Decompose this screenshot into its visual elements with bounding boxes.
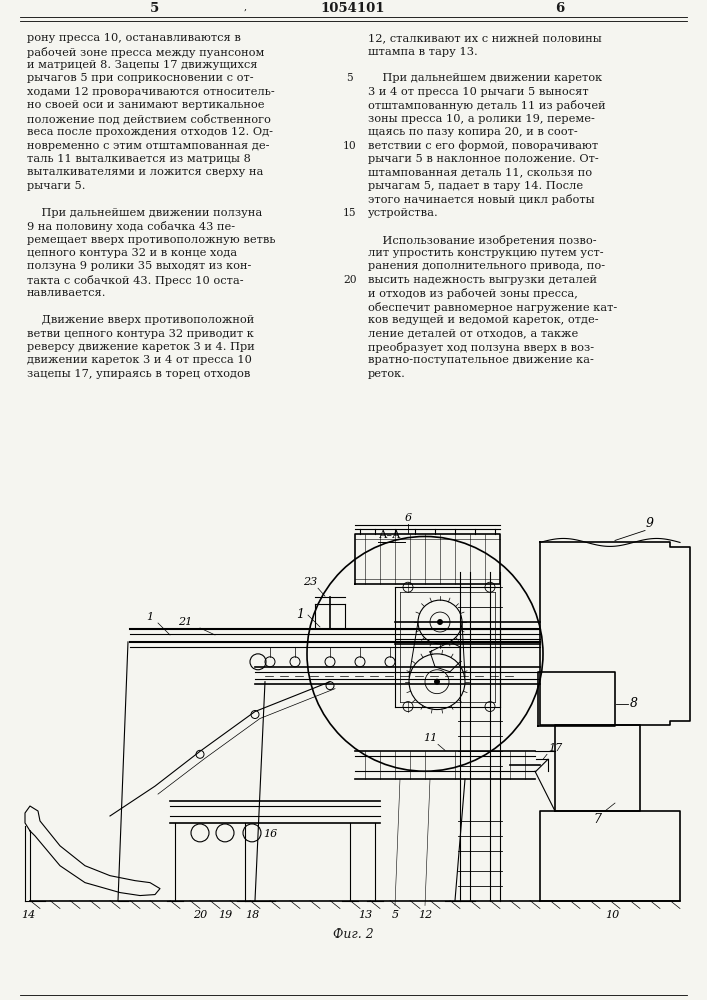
Text: 7: 7: [593, 813, 601, 826]
Text: 23: 23: [303, 577, 317, 587]
Text: 5: 5: [392, 910, 399, 920]
Text: Движение вверх противоположной: Движение вверх противоположной: [27, 315, 255, 325]
Text: движении кареток 3 и 4 от пресса 10: движении кареток 3 и 4 от пресса 10: [27, 355, 252, 365]
Text: выталкивателями и ложится сверху на: выталкивателями и ложится сверху на: [27, 167, 264, 177]
Text: и матрицей 8. Зацепы 17 движущихся: и матрицей 8. Зацепы 17 движущихся: [27, 60, 257, 70]
Text: вратно-поступательное движение ка-: вратно-поступательное движение ка-: [368, 355, 594, 365]
Circle shape: [434, 679, 440, 685]
Text: ветви цепного контура 32 приводит к: ветви цепного контура 32 приводит к: [27, 329, 254, 339]
Text: 6: 6: [556, 2, 565, 15]
Text: 16: 16: [263, 829, 277, 839]
Text: высить надежность выгрузки деталей: высить надежность выгрузки деталей: [368, 275, 597, 285]
Text: обеспечит равномерное нагружение кат-: обеспечит равномерное нагружение кат-: [368, 302, 617, 313]
Text: 5: 5: [346, 73, 354, 83]
Text: реток.: реток.: [368, 369, 406, 379]
Text: ранения дополнительного привода, по-: ранения дополнительного привода, по-: [368, 261, 605, 271]
Text: 1054101: 1054101: [321, 2, 385, 15]
Text: 12, сталкивают их с нижней половины: 12, сталкивают их с нижней половины: [368, 33, 602, 43]
Text: щаясь по пазу копира 20, и в соот-: щаясь по пазу копира 20, и в соот-: [368, 127, 578, 137]
Text: 21: 21: [178, 617, 192, 627]
Text: рабочей зоне пресса между пуансоном: рабочей зоне пресса между пуансоном: [27, 47, 264, 58]
Text: зоны пресса 10, а ролики 19, переме-: зоны пресса 10, а ролики 19, переме-: [368, 114, 595, 124]
Text: зацепы 17, упираясь в торец отходов: зацепы 17, упираясь в торец отходов: [27, 369, 250, 379]
Text: но своей оси и занимают вертикальное: но своей оси и занимают вертикальное: [27, 100, 264, 110]
Text: этого начинается новый цикл работы: этого начинается новый цикл работы: [368, 194, 595, 205]
Text: реверсу движение кареток 3 и 4. При: реверсу движение кареток 3 и 4. При: [27, 342, 255, 352]
Text: новременно с этим отштампованная де-: новременно с этим отштампованная де-: [27, 141, 269, 151]
Text: 18: 18: [245, 910, 259, 920]
Text: ление деталей от отходов, а также: ление деталей от отходов, а также: [368, 329, 578, 339]
Text: ходами 12 проворачиваются относитель-: ходами 12 проворачиваются относитель-: [27, 87, 275, 97]
Text: 19: 19: [218, 910, 232, 920]
Text: рычаги 5.: рычаги 5.: [27, 181, 86, 191]
Text: рычаги 5 в наклонное положение. От-: рычаги 5 в наклонное положение. От-: [368, 154, 599, 164]
Text: Фиг. 2: Фиг. 2: [332, 928, 373, 941]
Text: таль 11 выталкивается из матрицы 8: таль 11 выталкивается из матрицы 8: [27, 154, 251, 164]
Text: ползуна 9 ролики 35 выходят из кон-: ползуна 9 ролики 35 выходят из кон-: [27, 261, 252, 271]
Text: рычагам 5, падает в тару 14. После: рычагам 5, падает в тару 14. После: [368, 181, 583, 191]
Text: Использование изобретения позво-: Использование изобретения позво-: [368, 235, 597, 246]
Text: лит упростить конструкцию путем уст-: лит упростить конструкцию путем уст-: [368, 248, 604, 258]
Text: 10: 10: [343, 141, 357, 151]
Text: 1: 1: [146, 612, 153, 622]
Text: штампованная деталь 11, скользя по: штампованная деталь 11, скользя по: [368, 167, 592, 177]
Text: ветствии с его формой, поворачивают: ветствии с его формой, поворачивают: [368, 141, 598, 151]
Text: А–А: А–А: [379, 530, 401, 540]
Text: 9 на половину хода собачка 43 пе-: 9 на половину хода собачка 43 пе-: [27, 221, 235, 232]
Text: 5: 5: [151, 2, 160, 15]
Text: устройства.: устройства.: [368, 208, 439, 218]
Text: ков ведущей и ведомой кареток, отде-: ков ведущей и ведомой кареток, отде-: [368, 315, 599, 325]
Text: ремещает вверх противоположную ветвь: ремещает вверх противоположную ветвь: [27, 235, 276, 245]
Text: 14: 14: [21, 910, 35, 920]
Circle shape: [437, 619, 443, 625]
Text: преобразует ход ползуна вверх в воз-: преобразует ход ползуна вверх в воз-: [368, 342, 594, 353]
Text: навливается.: навливается.: [27, 288, 107, 298]
Text: штампа в тару 13.: штампа в тару 13.: [368, 47, 478, 57]
Text: 15: 15: [343, 208, 357, 218]
Text: 6: 6: [404, 513, 411, 523]
Text: При дальнейшем движении ползуна: При дальнейшем движении ползуна: [27, 208, 262, 218]
Text: такта с собачкой 43. Пресс 10 оста-: такта с собачкой 43. Пресс 10 оста-: [27, 275, 244, 286]
Text: 11: 11: [423, 733, 437, 743]
Text: положение под действием собственного: положение под действием собственного: [27, 114, 271, 124]
Text: 17: 17: [548, 743, 562, 753]
Text: 3 и 4 от пресса 10 рычаги 5 выносят: 3 и 4 от пресса 10 рычаги 5 выносят: [368, 87, 589, 97]
Text: 13: 13: [358, 910, 372, 920]
Text: веса после прохождения отходов 12. Од-: веса после прохождения отходов 12. Од-: [27, 127, 273, 137]
Text: 1: 1: [296, 608, 304, 621]
Text: отштампованную деталь 11 из рабочей: отштампованную деталь 11 из рабочей: [368, 100, 606, 111]
Text: 20: 20: [193, 910, 207, 920]
Text: рону пресса 10, останавливаются в: рону пресса 10, останавливаются в: [27, 33, 241, 43]
Text: и отходов из рабочей зоны пресса,: и отходов из рабочей зоны пресса,: [368, 288, 578, 299]
Text: рычагов 5 при соприкосновении с от-: рычагов 5 при соприкосновении с от-: [27, 73, 254, 83]
Text: 20: 20: [343, 275, 357, 285]
Text: 10: 10: [605, 910, 619, 920]
Text: ,: ,: [243, 2, 247, 11]
Text: При дальнейшем движении кареток: При дальнейшем движении кареток: [368, 73, 602, 83]
Text: 8: 8: [630, 697, 638, 710]
Text: 9: 9: [646, 517, 654, 530]
Text: 12: 12: [418, 910, 432, 920]
Text: цепного контура 32 и в конце хода: цепного контура 32 и в конце хода: [27, 248, 237, 258]
